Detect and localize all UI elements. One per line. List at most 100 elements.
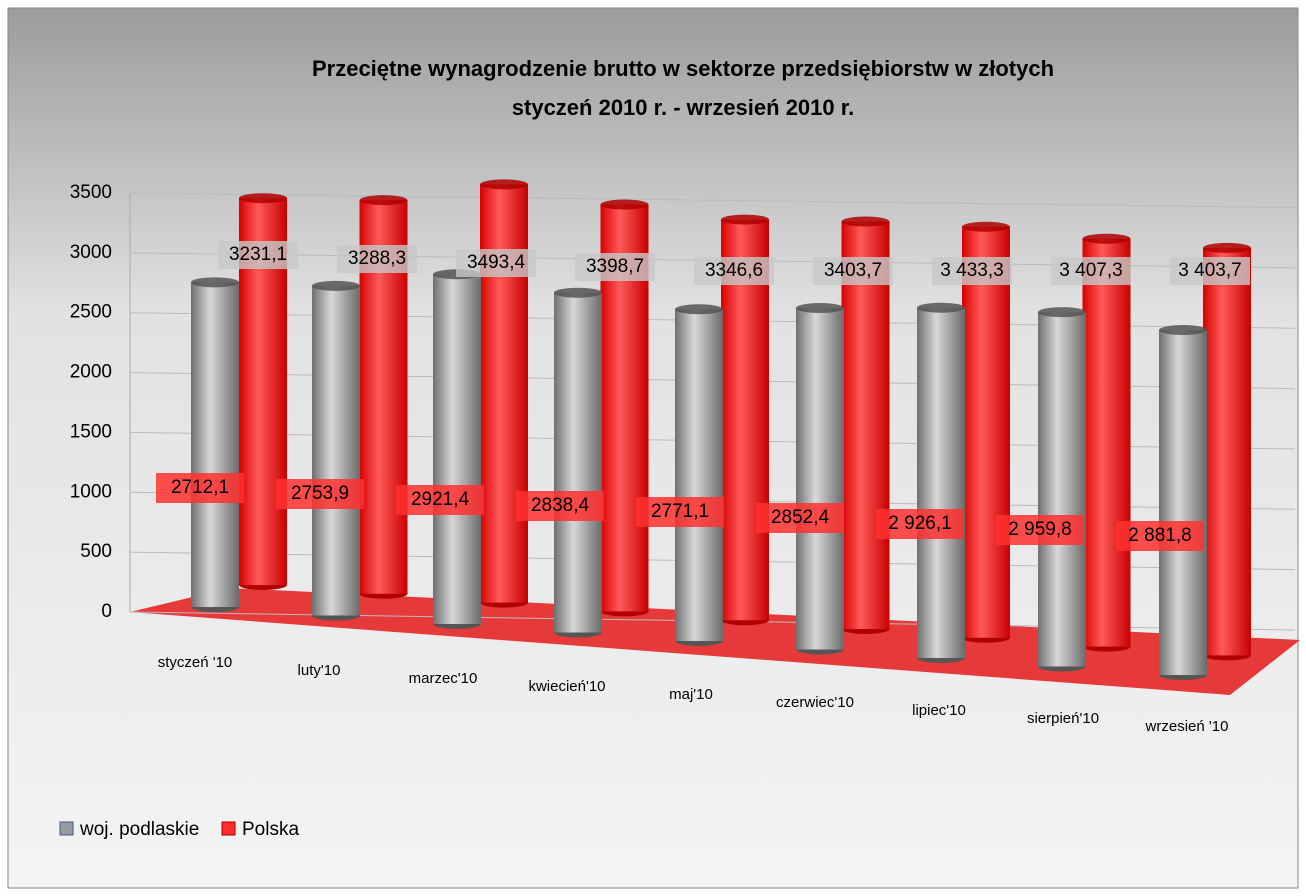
chart-subtitle: styczeń 2010 r. - wrzesień 2010 r. (512, 95, 854, 120)
y-tick-label: 3000 (70, 242, 112, 263)
bar-part (554, 292, 602, 633)
bar (1203, 242, 1251, 661)
bar-part (721, 214, 769, 225)
bar-part (312, 285, 360, 616)
bar-part (1203, 242, 1251, 253)
y-tick-label: 0 (101, 601, 112, 622)
bar (841, 216, 890, 634)
bar-part (1038, 307, 1086, 318)
bar-part (1082, 233, 1131, 244)
bar-part (312, 280, 360, 291)
bar-part (239, 193, 287, 204)
legend-swatch (221, 821, 236, 836)
bar (1038, 307, 1086, 672)
bar-part (841, 216, 890, 227)
bar (675, 304, 723, 646)
bar-part (359, 195, 408, 206)
label-box (276, 479, 364, 509)
label-box (813, 257, 893, 285)
label-box (575, 253, 655, 281)
bar-part (554, 287, 602, 298)
x-tick-label: luty'10 (298, 662, 341, 679)
x-tick-label: lipiec'10 (912, 702, 966, 719)
bar-part (1082, 238, 1131, 647)
y-tick-label: 1500 (70, 421, 112, 442)
data-label: 3 407,3 (1059, 260, 1122, 281)
y-tick-label: 500 (80, 541, 112, 562)
bar-part (480, 179, 528, 190)
chart-title: Przeciętne wynagrodzenie brutto w sektor… (312, 56, 1054, 81)
bar-part (675, 309, 723, 641)
label-box (1051, 257, 1131, 285)
y-tick-label: 1000 (70, 481, 112, 502)
legend-label: Polska (242, 819, 299, 840)
bar-part (1203, 247, 1251, 656)
label-box (156, 473, 244, 503)
x-tick-label: marzec'10 (409, 670, 478, 687)
label-box (694, 257, 774, 285)
data-label: 3346,6 (705, 260, 763, 281)
data-label: 2753,9 (291, 483, 349, 504)
bar-part (962, 226, 1010, 638)
data-label: 2852,4 (771, 507, 830, 528)
y-tick-label: 2000 (70, 362, 112, 383)
bar-part (191, 277, 239, 288)
label-box (337, 245, 417, 273)
label-box (516, 491, 604, 521)
data-label: 2 959,8 (1008, 519, 1071, 540)
label-box (1116, 521, 1204, 551)
x-tick-label: wrzesień '10 (1145, 718, 1229, 735)
data-label: 3493,4 (467, 252, 526, 273)
bar (312, 280, 360, 621)
bar-part (675, 304, 723, 315)
label-box (456, 249, 536, 277)
grid-line (129, 192, 1296, 208)
bar-part (841, 221, 890, 629)
bar-part (600, 199, 649, 210)
x-tick-label: styczeń '10 (158, 654, 233, 671)
x-tick-label: kwiecień'10 (528, 678, 605, 695)
label-box (218, 241, 298, 269)
bar (1159, 325, 1207, 680)
bar (191, 277, 239, 612)
x-tick-label: sierpień'10 (1027, 710, 1099, 727)
bar (796, 303, 844, 655)
bar (962, 221, 1010, 643)
bar (433, 269, 481, 629)
bar-part (796, 308, 844, 650)
bar-part (796, 303, 844, 314)
data-label: 2712,1 (171, 477, 229, 498)
y-tick-label: 3500 (70, 182, 112, 203)
data-label: 2771,1 (651, 501, 709, 522)
data-label: 3 433,3 (940, 260, 1003, 281)
bar (917, 302, 965, 663)
x-tick-label: maj'10 (669, 686, 713, 703)
data-label: 2921,4 (411, 489, 470, 510)
bar-part (721, 219, 769, 621)
data-label: 2838,4 (531, 495, 590, 516)
bar-part (1159, 325, 1207, 336)
bar-part (962, 221, 1010, 232)
legend-swatch (59, 821, 74, 836)
bar-part (1159, 330, 1207, 675)
label-box (996, 515, 1084, 545)
label-box (932, 257, 1012, 285)
label-box (636, 497, 724, 527)
data-label: 3 403,7 (1178, 260, 1241, 281)
label-box (1170, 257, 1250, 285)
legend-label: woj. podlaskie (79, 819, 199, 840)
bar-part (191, 282, 239, 607)
bar (554, 287, 602, 638)
bar-part (1038, 312, 1086, 667)
data-label: 2 881,8 (1128, 525, 1191, 546)
data-label: 3288,3 (348, 248, 406, 269)
label-box (396, 485, 484, 515)
x-tick-label: czerwiec'10 (776, 694, 854, 711)
data-label: 3403,7 (824, 260, 882, 281)
bar (480, 179, 528, 608)
bar (721, 214, 769, 626)
bar-part (433, 274, 481, 624)
label-box (756, 503, 844, 533)
y-tick-label: 2500 (70, 302, 112, 323)
